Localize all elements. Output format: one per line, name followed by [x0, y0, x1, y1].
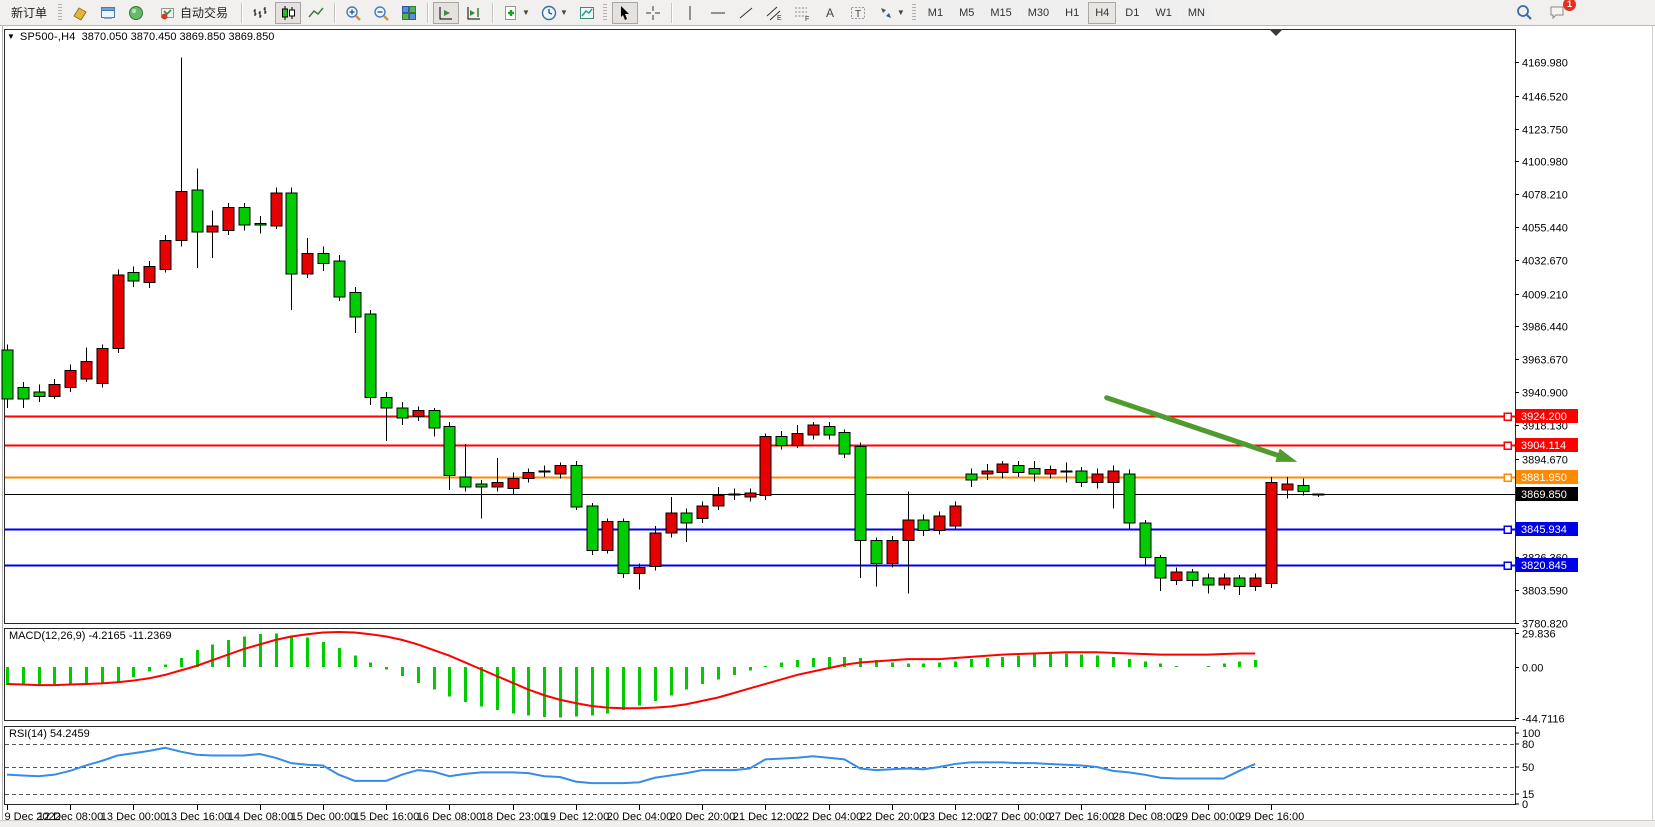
- fibonacci-icon[interactable]: F: [789, 2, 815, 24]
- notifications-icon[interactable]: 1: [1544, 0, 1576, 23]
- text-label-icon[interactable]: T: [845, 2, 871, 24]
- toolbar-grip[interactable]: [58, 3, 63, 22]
- svg-text:3881.950: 3881.950: [1521, 472, 1567, 484]
- market-watch-icon[interactable]: [67, 2, 93, 24]
- data-window-icon[interactable]: [95, 2, 121, 24]
- arrows-dropdown-caret[interactable]: ▼: [896, 8, 905, 17]
- svg-text:4169.980: 4169.980: [1522, 58, 1568, 70]
- crosshair-icon[interactable]: [640, 2, 666, 24]
- timeframe-button-M30[interactable]: M30: [1020, 1, 1057, 24]
- rsi-indicator-label: RSI(14) 54.2459: [9, 728, 90, 740]
- timeframe-button-MN[interactable]: MN: [1180, 1, 1212, 24]
- timeframe-button-H4[interactable]: H4: [1088, 1, 1117, 24]
- notification-badge[interactable]: 1: [1563, 0, 1576, 11]
- svg-text:3924.200: 3924.200: [1521, 411, 1567, 423]
- svg-text:4100.980: 4100.980: [1522, 157, 1568, 169]
- svg-text:3986.440: 3986.440: [1522, 322, 1568, 334]
- chart-title: ▼ SP500-,H4 3870.050 3870.450 3869.850 38…: [7, 31, 274, 43]
- svg-text:4146.520: 4146.520: [1522, 92, 1568, 104]
- svg-text:0: 0: [1522, 799, 1528, 811]
- svg-text:29.836: 29.836: [1522, 629, 1556, 641]
- chart-candles-icon[interactable]: [275, 1, 302, 24]
- price-chart-canvas[interactable]: 4169.980 4146.520 4123.750 4100.980 4078.210…: [0, 26, 1655, 827]
- autotrading-button[interactable]: 自动交易: [151, 2, 236, 24]
- macd-indicator-label: MACD(12,26,9) -4.2165 -11.2369: [9, 630, 172, 642]
- zoom-in-icon[interactable]: [340, 2, 366, 24]
- autotrading-label: 自动交易: [180, 6, 229, 20]
- new-order-button[interactable]: 新订单: [3, 2, 55, 24]
- one-click-trading-toggle[interactable]: ▼: [7, 32, 15, 41]
- periods-icon[interactable]: ▼: [536, 2, 572, 24]
- svg-text:80: 80: [1522, 739, 1534, 751]
- svg-text:3869.850: 3869.850: [1521, 489, 1567, 501]
- text-tool-icon[interactable]: A: [817, 2, 843, 24]
- main-toolbar: 新订单 自动交易 ▼ ▼: [0, 0, 1655, 26]
- zoom-out-icon[interactable]: [368, 2, 394, 24]
- svg-text:3820.845: 3820.845: [1521, 560, 1567, 572]
- svg-text:50: 50: [1522, 762, 1534, 774]
- svg-text:4078.210: 4078.210: [1522, 190, 1568, 202]
- timeframe-button-H1[interactable]: H1: [1058, 1, 1087, 24]
- text-tool-letter: A: [826, 6, 834, 20]
- svg-text:3940.900: 3940.900: [1522, 388, 1568, 400]
- chart-symbol-period: SP500-,H4: [19, 31, 76, 43]
- svg-text:0.00: 0.00: [1522, 663, 1543, 675]
- svg-text:3803.590: 3803.590: [1522, 586, 1568, 598]
- timeframe-button-D1[interactable]: D1: [1118, 1, 1147, 24]
- timeframe-button-M5[interactable]: M5: [952, 1, 982, 24]
- toolbar-grip[interactable]: [602, 3, 607, 22]
- toolbar-grip[interactable]: [911, 3, 916, 22]
- svg-text:3894.670: 3894.670: [1522, 455, 1568, 467]
- svg-text:-44.7116: -44.7116: [1522, 714, 1565, 726]
- timeframe-button-M15[interactable]: M15: [983, 1, 1019, 24]
- svg-text:3780.820: 3780.820: [1522, 619, 1568, 631]
- timeframe-button-M1[interactable]: M1: [920, 1, 951, 24]
- svg-text:15: 15: [1522, 789, 1534, 801]
- svg-text:3845.934: 3845.934: [1521, 524, 1567, 536]
- svg-text:100: 100: [1522, 728, 1540, 740]
- chart-window[interactable]: 4169.980 4146.520 4123.750 4100.980 4078.210…: [0, 26, 1655, 827]
- arrows-tool-icon[interactable]: ▼: [873, 2, 909, 24]
- chart-line-icon[interactable]: [303, 2, 329, 24]
- indicators-dropdown-caret[interactable]: ▼: [522, 8, 530, 17]
- equidistant-channel-icon[interactable]: E: [761, 2, 787, 24]
- channel-letter: E: [777, 15, 782, 22]
- indicators-icon[interactable]: ▼: [498, 2, 534, 24]
- chart-ohlc-values: 3870.050 3870.450 3869.850 3869.850: [81, 31, 275, 43]
- chart-bars-icon[interactable]: [247, 2, 273, 24]
- svg-text:4032.670: 4032.670: [1522, 256, 1568, 268]
- templates-icon[interactable]: [574, 2, 600, 24]
- timeframe-button-W1[interactable]: W1: [1148, 1, 1179, 24]
- svg-text:4009.210: 4009.210: [1522, 290, 1568, 302]
- svg-text:3963.670: 3963.670: [1522, 355, 1568, 367]
- fibonacci-letter: F: [805, 16, 809, 22]
- horizontal-line-icon[interactable]: [705, 2, 731, 24]
- navigator-icon[interactable]: [123, 2, 149, 24]
- label-tool-letter: T: [855, 9, 861, 20]
- search-icon[interactable]: [1511, 1, 1537, 23]
- trendline-icon[interactable]: [733, 2, 759, 24]
- svg-text:4055.440: 4055.440: [1522, 223, 1568, 235]
- svg-text:4123.750: 4123.750: [1522, 125, 1568, 137]
- chart-shift-icon[interactable]: [461, 2, 487, 24]
- svg-text:3918.130: 3918.130: [1522, 421, 1568, 433]
- cursor-icon[interactable]: [611, 1, 638, 24]
- svg-text:3904.114: 3904.114: [1521, 440, 1566, 452]
- periods-dropdown-caret[interactable]: ▼: [559, 8, 568, 17]
- auto-scroll-icon[interactable]: [433, 1, 460, 24]
- timeframe-toolbar: M1 M5 M15 M30 H1 H4 D1 W1 MN: [920, 1, 1213, 24]
- vertical-line-icon[interactable]: [677, 2, 703, 24]
- tile-windows-icon[interactable]: [396, 2, 422, 24]
